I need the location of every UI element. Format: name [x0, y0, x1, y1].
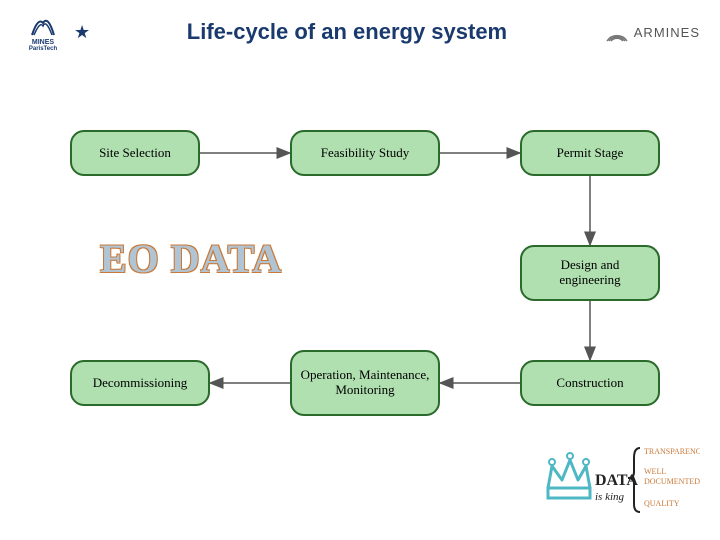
sketch-ann-2: QUALITY: [644, 499, 680, 508]
sketch-ann-1: WELL: [644, 467, 666, 476]
svg-text:DOCUMENTED: DOCUMENTED: [644, 477, 700, 486]
mines-emblem: MINES ParisTech: [20, 9, 66, 55]
node-design: Design and engineering: [520, 245, 660, 301]
node-constr: Construction: [520, 360, 660, 406]
crown-icon: [548, 453, 590, 498]
logo-armines: ARMINES: [604, 19, 700, 45]
page-title: Life-cycle of an energy system: [90, 19, 604, 45]
star-icon: ★: [74, 22, 90, 43]
lifecycle-diagram: Site Selection Feasibility Study Permit St…: [0, 60, 720, 540]
node-decom: Decommissioning: [70, 360, 210, 406]
sketch-main-top: DATA: [595, 472, 638, 489]
data-is-king-sketch: DATA is king TRANSPARENCY WELL DOCUMENTE…: [540, 430, 700, 525]
node-feas: Feasibility Study: [290, 130, 440, 176]
paristech-text: ParisTech: [29, 46, 57, 52]
header: MINES ParisTech ★ Life-cycle of an energ…: [0, 0, 720, 60]
node-permit: Permit Stage: [520, 130, 660, 176]
armines-arc-icon: [604, 19, 630, 45]
sketch-ann-0: TRANSPARENCY: [644, 447, 700, 456]
node-site: Site Selection: [70, 130, 200, 176]
eo-data-label: EO DATA: [100, 235, 282, 282]
node-omm: Operation, Maintenance, Monitoring: [290, 350, 440, 416]
mines-text: MINES: [32, 39, 54, 46]
armines-text: ARMINES: [634, 25, 700, 40]
sketch-main-bottom: is king: [595, 491, 625, 503]
logo-mines-paristech: MINES ParisTech ★: [20, 9, 90, 55]
